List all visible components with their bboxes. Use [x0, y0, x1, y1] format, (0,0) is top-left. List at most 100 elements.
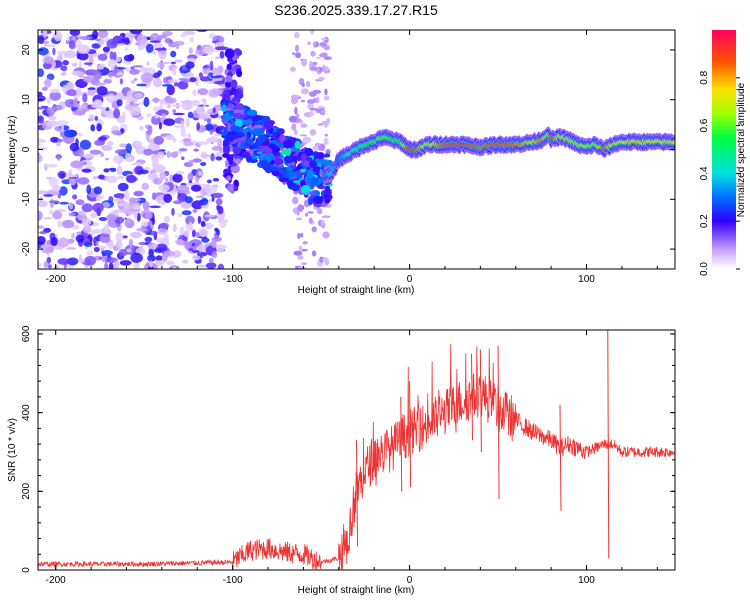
noise-blob — [197, 88, 209, 96]
noise-blob — [206, 179, 212, 184]
noise-blob — [105, 175, 118, 184]
noise-blob — [196, 122, 201, 131]
cluster-blob — [261, 159, 268, 169]
noise-blob — [213, 80, 225, 85]
cluster-blob — [274, 157, 284, 166]
noise-blob — [130, 252, 143, 263]
noise-blob — [133, 191, 144, 197]
noise-blob — [199, 76, 211, 82]
noise-blob — [81, 104, 87, 109]
noise-blob — [321, 258, 329, 261]
noise-blob — [115, 209, 122, 213]
noise-blob — [185, 61, 195, 69]
noise-blob — [180, 120, 185, 126]
cluster-blob — [324, 198, 331, 204]
noise-blob — [49, 91, 61, 101]
noise-blob — [69, 30, 81, 36]
noise-blob — [124, 47, 128, 51]
noise-blob — [310, 66, 319, 71]
noise-blob — [191, 229, 196, 238]
noise-blob — [97, 30, 109, 39]
noise-blob — [172, 112, 185, 116]
cluster-blob — [309, 160, 317, 169]
noise-blob — [128, 209, 141, 212]
cluster-blob — [316, 152, 325, 160]
x-tick-label: -200 — [46, 575, 66, 586]
noise-blob — [75, 234, 85, 243]
noise-blob — [43, 194, 54, 197]
noise-blob — [192, 158, 202, 163]
noise-blob — [301, 262, 307, 266]
noise-blob — [100, 152, 104, 158]
noise-blob — [154, 47, 167, 51]
noise-blob — [112, 130, 122, 136]
noise-blob — [53, 264, 60, 269]
noise-blob — [163, 118, 176, 126]
noise-blob — [52, 47, 56, 56]
cluster-blob — [283, 155, 294, 164]
noise-blob — [76, 210, 87, 221]
noise-blob — [211, 250, 218, 259]
noise-blob — [38, 68, 44, 77]
noise-blob — [50, 88, 61, 94]
noise-blob — [157, 227, 168, 235]
noise-blob — [136, 115, 144, 121]
y-tick-label: -20 — [21, 241, 32, 256]
noise-blob — [317, 208, 323, 215]
noise-blob — [116, 99, 123, 107]
noise-blob — [200, 98, 206, 103]
noise-blob — [68, 176, 79, 180]
noise-blob — [189, 77, 197, 83]
noise-blob — [53, 31, 63, 42]
noise-blob — [44, 78, 52, 88]
noise-blob — [83, 62, 93, 65]
noise-blob — [172, 137, 177, 143]
noise-blob — [56, 120, 69, 126]
noise-blob — [42, 40, 50, 45]
noise-blob — [136, 34, 148, 45]
noise-blob — [103, 78, 112, 84]
noise-blob — [325, 149, 331, 155]
noise-blob — [296, 210, 300, 216]
noise-blob — [203, 45, 215, 55]
noise-blob — [122, 111, 126, 122]
noise-blob — [172, 173, 183, 183]
noise-blob — [119, 78, 123, 85]
noise-blob — [170, 50, 177, 58]
noise-blob — [131, 162, 143, 166]
noise-blob — [69, 142, 80, 152]
noise-blob — [133, 65, 143, 68]
noise-blob — [134, 141, 143, 148]
noise-blob — [46, 107, 56, 116]
cluster-blob — [279, 134, 286, 142]
noise-blob — [147, 242, 158, 249]
noise-blob — [133, 92, 143, 98]
x-tick-label: -100 — [223, 575, 243, 586]
noise-blob — [174, 59, 183, 63]
noise-blob — [323, 121, 329, 128]
noise-blob — [315, 56, 321, 59]
noise-blob — [110, 168, 117, 173]
noise-blob — [39, 231, 47, 235]
noise-blob — [205, 262, 217, 269]
cluster-blob — [227, 103, 235, 109]
cluster-blob — [283, 140, 292, 149]
noise-blob — [152, 50, 156, 55]
noise-blob — [129, 68, 140, 75]
noise-blob — [166, 97, 177, 104]
noise-blob — [116, 165, 123, 176]
noise-blob — [198, 141, 210, 145]
noise-blob — [38, 138, 44, 143]
cluster-blob — [263, 120, 274, 130]
noise-blob — [324, 133, 328, 137]
noise-blob — [299, 134, 308, 137]
noise-blob — [133, 262, 140, 269]
noise-blob — [292, 52, 296, 56]
noise-blob — [52, 184, 61, 192]
x-tick-label: 100 — [578, 274, 595, 285]
noise-blob — [87, 87, 97, 90]
noise-blob — [94, 139, 105, 146]
noise-blob — [149, 40, 161, 43]
noise-blob — [297, 232, 301, 240]
noise-blob — [214, 56, 221, 60]
